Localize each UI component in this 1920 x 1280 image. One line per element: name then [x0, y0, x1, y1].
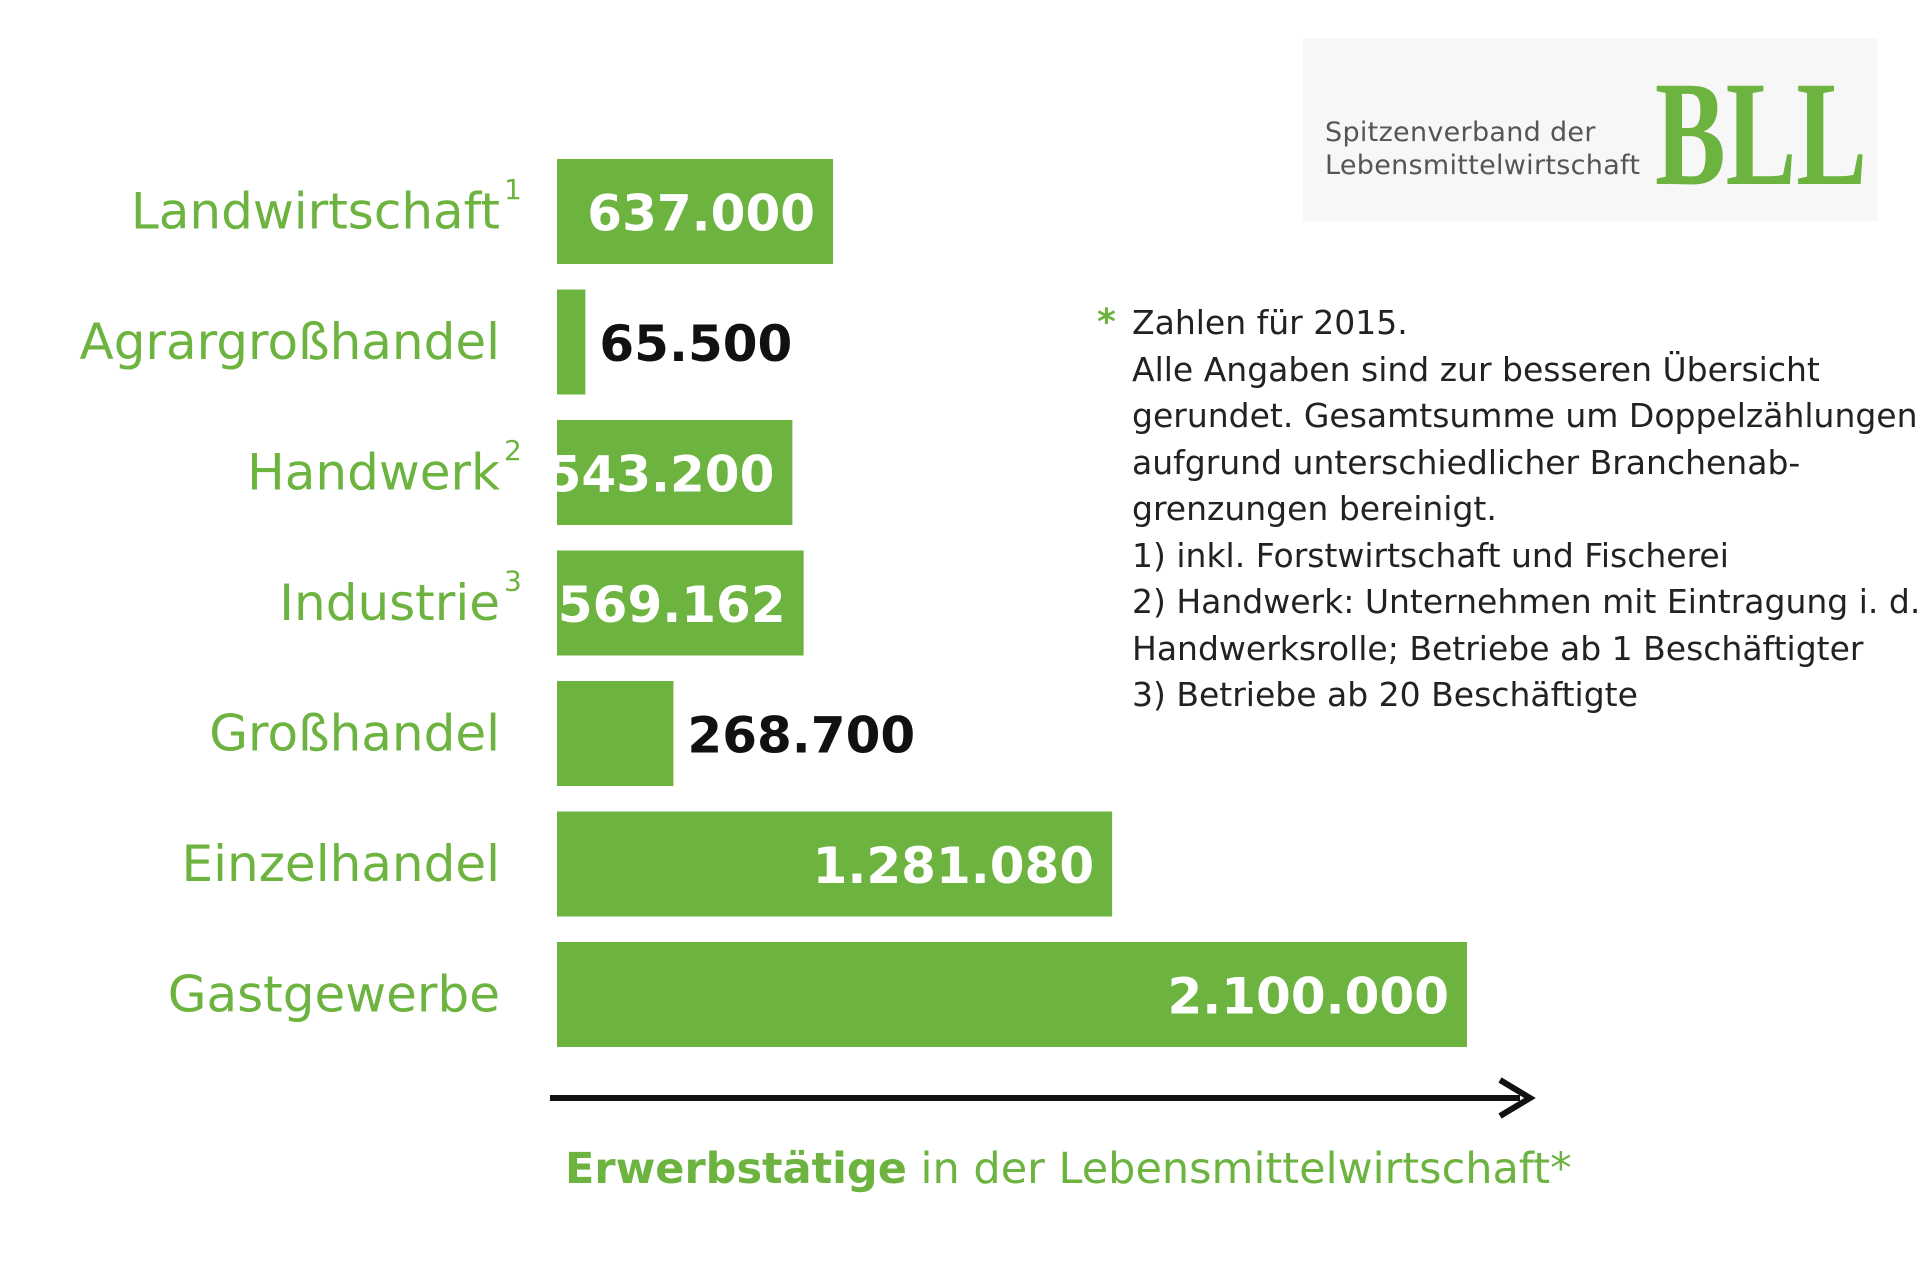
bar [557, 159, 834, 264]
category-label: Gastgewerbe [168, 966, 500, 1024]
logo-line-1: Spitzenverband der [1325, 117, 1596, 148]
bar [557, 942, 1467, 1047]
bar [557, 811, 1113, 917]
value-label: 543.200 [547, 446, 775, 504]
x-axis-title: Erwerbstätige in der Lebensmittelwirtsch… [565, 1144, 1572, 1194]
value-label: 637.000 [587, 185, 815, 243]
svg-text:BLL: BLL [1655, 51, 1867, 214]
footnotes: * Zahlen für 2015. Alle Angaben sind zur … [1097, 300, 1920, 719]
category-superscript: 2 [504, 434, 522, 467]
value-label: 268.700 [687, 707, 915, 765]
footnote-star: * [1097, 302, 1116, 343]
bar [557, 420, 793, 525]
footnote-line: grenzungen bereinigt. [1132, 489, 1497, 528]
bar [557, 289, 586, 395]
logo-line-2: Lebensmittelwirtschaft [1325, 150, 1641, 181]
footnote-line: 3) Betriebe ab 20 Beschäftigte [1132, 675, 1638, 714]
value-label: 65.500 [599, 315, 792, 373]
category-superscript: 1 [504, 173, 522, 206]
logo-text: Spitzenverband der Lebensmittelwirtschaf… [1325, 116, 1640, 182]
footnote-line: Handwerksrolle; Betriebe ab 1 Beschäftig… [1132, 628, 1864, 668]
value-label: 569.162 [558, 576, 786, 634]
category-label: Industrie [279, 574, 500, 632]
x-axis-title-bold: Erwerbstätige [565, 1144, 907, 1194]
footnote-line: Zahlen für 2015. [1132, 303, 1408, 342]
category-label: Handwerk [247, 444, 500, 502]
footnote-lines: Zahlen für 2015. Alle Angaben sind zur be… [1132, 300, 1920, 719]
footnote-line: 1) inkl. Forstwirtschaft und Fischerei [1132, 535, 1729, 575]
x-axis-title-star: * [1550, 1144, 1572, 1194]
footnote-line: gerundet. Gesamtsumme um Doppelzählungen [1132, 396, 1918, 435]
bll-logo: Spitzenverband der Lebensmittelwirtschaf… [1303, 38, 1878, 221]
value-label: 2.100.000 [1167, 968, 1449, 1026]
footnote-line: 2) Handwerk: Unternehmen mit Eintragung … [1132, 582, 1920, 621]
x-axis-title-rest: in der Lebensmittelwirtschaft [907, 1144, 1550, 1194]
category-label: Einzelhandel [182, 835, 500, 893]
footnote-line: Alle Angaben sind zur besseren Übersicht [1132, 349, 1820, 389]
bar [557, 550, 804, 656]
bll-logo-mark: BLL [1655, 51, 1867, 214]
bar [557, 681, 674, 786]
value-label: 1.281.080 [813, 837, 1095, 895]
category-label: Agrargroßhandel [79, 313, 500, 371]
category-label: Landwirtschaft [131, 183, 500, 241]
category-label: Großhandel [209, 705, 500, 763]
x-axis-arrowhead [1498, 1077, 1536, 1119]
category-superscript: 3 [504, 565, 522, 598]
footnote-line: aufgrund unterschiedlicher Branchenab- [1132, 442, 1801, 482]
